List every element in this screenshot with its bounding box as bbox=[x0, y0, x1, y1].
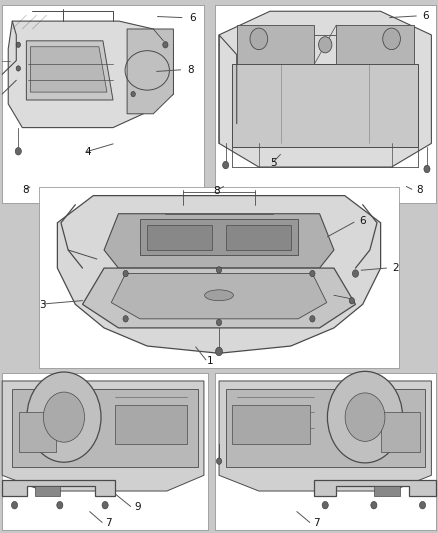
Text: 4: 4 bbox=[84, 148, 91, 157]
Circle shape bbox=[215, 347, 223, 356]
Polygon shape bbox=[26, 41, 113, 100]
Circle shape bbox=[131, 92, 135, 97]
Text: 7: 7 bbox=[313, 519, 320, 528]
Circle shape bbox=[322, 502, 328, 509]
Circle shape bbox=[310, 270, 315, 277]
Polygon shape bbox=[314, 480, 436, 496]
Text: 6: 6 bbox=[359, 216, 366, 226]
Polygon shape bbox=[104, 214, 334, 268]
Bar bbox=[336, 25, 413, 64]
Text: 3: 3 bbox=[39, 300, 46, 310]
Bar bbox=[226, 224, 291, 250]
Circle shape bbox=[349, 297, 354, 304]
Text: 9: 9 bbox=[134, 503, 141, 512]
Text: 6: 6 bbox=[189, 13, 196, 22]
Circle shape bbox=[16, 42, 21, 47]
Text: 7: 7 bbox=[105, 519, 112, 528]
Polygon shape bbox=[2, 480, 116, 496]
Bar bbox=[237, 25, 314, 64]
Bar bbox=[19, 413, 56, 452]
Circle shape bbox=[216, 458, 222, 464]
Circle shape bbox=[57, 502, 63, 509]
Polygon shape bbox=[219, 11, 431, 167]
Circle shape bbox=[420, 502, 426, 509]
Polygon shape bbox=[2, 381, 204, 491]
Circle shape bbox=[123, 316, 128, 322]
Polygon shape bbox=[111, 273, 327, 319]
Bar bbox=[232, 405, 310, 444]
Circle shape bbox=[15, 148, 21, 155]
Text: 1: 1 bbox=[207, 357, 214, 366]
FancyBboxPatch shape bbox=[2, 5, 204, 203]
Circle shape bbox=[102, 502, 108, 509]
Bar bbox=[116, 405, 187, 444]
Text: 8: 8 bbox=[214, 186, 220, 196]
Circle shape bbox=[216, 319, 222, 326]
Text: 6: 6 bbox=[422, 11, 428, 21]
Polygon shape bbox=[30, 47, 107, 92]
FancyBboxPatch shape bbox=[215, 373, 436, 530]
FancyBboxPatch shape bbox=[39, 187, 399, 368]
Circle shape bbox=[310, 316, 315, 322]
Circle shape bbox=[250, 28, 268, 50]
Circle shape bbox=[11, 502, 18, 509]
Circle shape bbox=[16, 66, 21, 71]
Ellipse shape bbox=[205, 290, 233, 301]
Circle shape bbox=[43, 392, 85, 442]
Polygon shape bbox=[140, 219, 298, 255]
Circle shape bbox=[328, 372, 403, 463]
Polygon shape bbox=[12, 389, 198, 467]
Polygon shape bbox=[219, 381, 431, 491]
Text: 8: 8 bbox=[416, 185, 423, 195]
Circle shape bbox=[163, 42, 168, 48]
Text: 5: 5 bbox=[271, 158, 277, 167]
FancyBboxPatch shape bbox=[215, 5, 436, 203]
Polygon shape bbox=[232, 64, 418, 147]
Circle shape bbox=[424, 165, 430, 173]
Circle shape bbox=[353, 270, 359, 277]
Polygon shape bbox=[127, 29, 173, 114]
Polygon shape bbox=[57, 196, 381, 353]
Circle shape bbox=[383, 28, 400, 50]
Circle shape bbox=[371, 502, 377, 509]
Text: 8: 8 bbox=[22, 185, 28, 195]
Circle shape bbox=[345, 393, 385, 441]
Bar bbox=[147, 224, 212, 250]
Text: 8: 8 bbox=[187, 65, 194, 75]
Circle shape bbox=[223, 161, 229, 169]
Polygon shape bbox=[82, 268, 356, 328]
Bar bbox=[381, 413, 420, 452]
Circle shape bbox=[318, 37, 332, 53]
Polygon shape bbox=[8, 21, 173, 127]
Bar bbox=[35, 486, 60, 496]
Circle shape bbox=[216, 266, 222, 273]
FancyBboxPatch shape bbox=[2, 373, 208, 530]
Circle shape bbox=[123, 270, 128, 277]
Text: 2: 2 bbox=[392, 263, 399, 273]
Polygon shape bbox=[226, 389, 425, 467]
Bar bbox=[374, 486, 400, 496]
Circle shape bbox=[27, 372, 101, 462]
